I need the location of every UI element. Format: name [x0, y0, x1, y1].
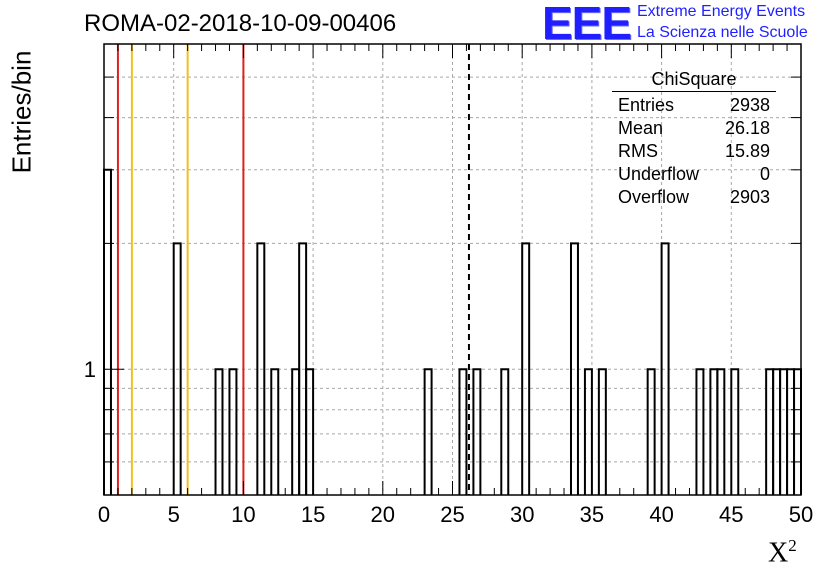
stats-label: Mean [618, 118, 664, 138]
histogram-bin [423, 368, 433, 495]
histogram-bin [597, 368, 607, 495]
reference-lines [116, 44, 470, 495]
histogram-bin [583, 368, 593, 495]
histogram-bin [646, 368, 656, 495]
stats-value: 2903 [729, 187, 770, 207]
x-tick-label: 0 [98, 502, 110, 527]
stats-row: Entries 2938 [612, 94, 776, 117]
chart-title: ROMA-02-2018-10-09-00406 [84, 10, 397, 37]
histogram-bin [695, 368, 705, 495]
x-tick-label: 10 [231, 502, 255, 527]
stats-row: RMS 15.89 [612, 140, 776, 163]
x-tick-label: 40 [649, 502, 673, 527]
x-tick-label: 30 [510, 502, 534, 527]
stats-value: 0 [759, 164, 770, 184]
histogram-bin [270, 368, 280, 495]
histogram-bin [500, 368, 510, 495]
x-axis-label-superscript: 2 [788, 536, 797, 555]
histogram-bin [228, 368, 238, 495]
stats-row: Underflow 0 [612, 163, 776, 186]
histogram-bin [458, 368, 468, 495]
tick-labels: 0 5 10 15 20 25 30 35 40 45 50 1 [84, 357, 813, 527]
histogram-bins [103, 168, 802, 495]
stats-value: 26.18 [724, 118, 770, 138]
stats-value: 15.89 [724, 141, 770, 161]
histogram-bin [730, 368, 740, 495]
stats-label: RMS [618, 141, 658, 161]
histogram-bin [521, 242, 531, 495]
stats-label: Entries [618, 95, 675, 115]
histogram-bin [716, 368, 726, 495]
histogram-bin [660, 242, 670, 495]
stats-label: Overflow [618, 187, 690, 207]
eee-logo: EEE [542, 0, 632, 49]
x-tick-label: 15 [301, 502, 325, 527]
histogram-bin [305, 368, 315, 495]
x-tick-label: 35 [580, 502, 604, 527]
logo-line-2: La Scienza nelle Scuole [637, 24, 808, 41]
y-tick-label: 1 [84, 357, 96, 382]
stats-value: 2938 [729, 95, 770, 115]
grid-lines [104, 44, 801, 495]
histogram-bin [214, 368, 224, 495]
x-axis-label-text: X [768, 537, 789, 569]
stats-box: ChiSquare Entries 2938 Mean 26.18 RMS 15.89… [612, 69, 776, 209]
stats-title: ChiSquare [612, 69, 776, 92]
axis-ticks [103, 43, 802, 496]
histogram-bin [172, 242, 182, 495]
x-tick-label: 45 [719, 502, 743, 527]
stats-row: Overflow 2903 [612, 186, 776, 209]
x-tick-label: 20 [371, 502, 395, 527]
histogram-bin [103, 168, 112, 495]
logo-line-1: Extreme Energy Events [637, 3, 806, 20]
histogram-bin [569, 242, 579, 495]
x-tick-label: 5 [168, 502, 180, 527]
x-axis-label: X2 [768, 536, 797, 569]
x-tick-label: 25 [440, 502, 464, 527]
histogram-bin [256, 242, 266, 495]
histogram-bin [472, 368, 482, 495]
y-axis-label: Entries/bin [6, 50, 37, 174]
stats-row: Mean 26.18 [612, 117, 776, 140]
x-tick-label: 50 [789, 502, 813, 527]
stats-label: Underflow [618, 164, 700, 184]
